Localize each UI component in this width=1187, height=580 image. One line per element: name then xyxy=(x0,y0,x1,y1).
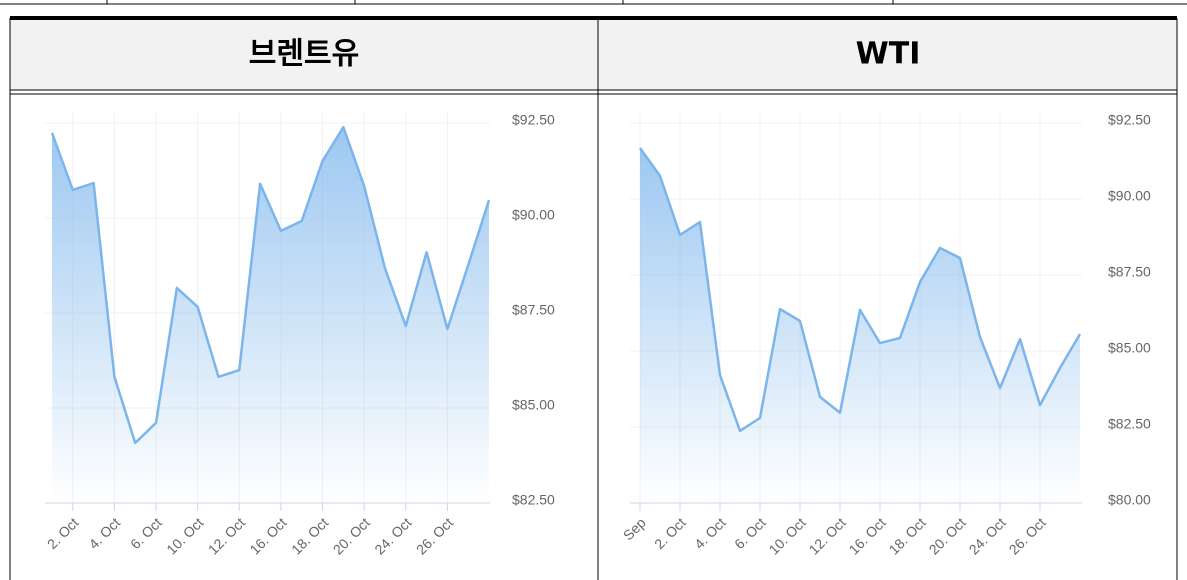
y-tick-label: $87.50 xyxy=(1108,264,1151,280)
x-tick-label: 12. Oct xyxy=(205,514,248,557)
line xyxy=(50,125,491,445)
x-tick-label: 2. Oct xyxy=(651,514,689,552)
x-tick-label: 26. Oct xyxy=(1006,514,1049,557)
y-tick-label: $92.50 xyxy=(512,112,555,128)
x-tick-label: 18. Oct xyxy=(886,514,929,557)
x-tick-label: 12. Oct xyxy=(806,514,849,557)
x-tick-label: 2. Oct xyxy=(44,514,82,552)
y-tick-label: $80.00 xyxy=(1108,492,1151,508)
y-tick-label: $87.50 xyxy=(512,302,555,318)
x-tick-label: 24. Oct xyxy=(371,514,414,557)
x-tick-label: 10. Oct xyxy=(766,514,809,557)
x-tick-label: 20. Oct xyxy=(926,514,969,557)
area xyxy=(52,127,489,504)
y-tick-label: $90.00 xyxy=(512,207,555,223)
x-tick-label: 16. Oct xyxy=(846,514,889,557)
y-tick-label: $90.00 xyxy=(1108,188,1151,204)
header: WTI xyxy=(856,37,921,72)
y-tick-label: $92.50 xyxy=(1108,112,1151,128)
x-tick-label: 10. Oct xyxy=(163,514,206,557)
x-tick-label: 16. Oct xyxy=(246,514,289,557)
area xyxy=(640,147,1080,504)
x-tick-label: 26. Oct xyxy=(413,514,456,557)
x-tick-label: 6. Oct xyxy=(731,514,769,552)
x-tick-label: 24. Oct xyxy=(966,514,1009,557)
y-tick-label: $85.00 xyxy=(1108,340,1151,356)
x-tick-label: 4. Oct xyxy=(85,514,123,552)
x-tick-label: 20. Oct xyxy=(330,514,373,557)
header-row xyxy=(10,18,1177,90)
line xyxy=(638,147,1082,433)
x-tick-label: Sep xyxy=(620,514,649,543)
x-tick-label: 6. Oct xyxy=(127,514,165,552)
prev-row xyxy=(0,0,1187,5)
x-tick-label: 18. Oct xyxy=(288,514,331,557)
x-tick-label: 4. Oct xyxy=(691,514,729,552)
y-tick-label: $85.00 xyxy=(512,397,555,413)
y-tick-label: $82.50 xyxy=(512,492,555,508)
header: 브렌트유 xyxy=(249,37,359,72)
y-tick-label: $82.50 xyxy=(1108,416,1151,432)
